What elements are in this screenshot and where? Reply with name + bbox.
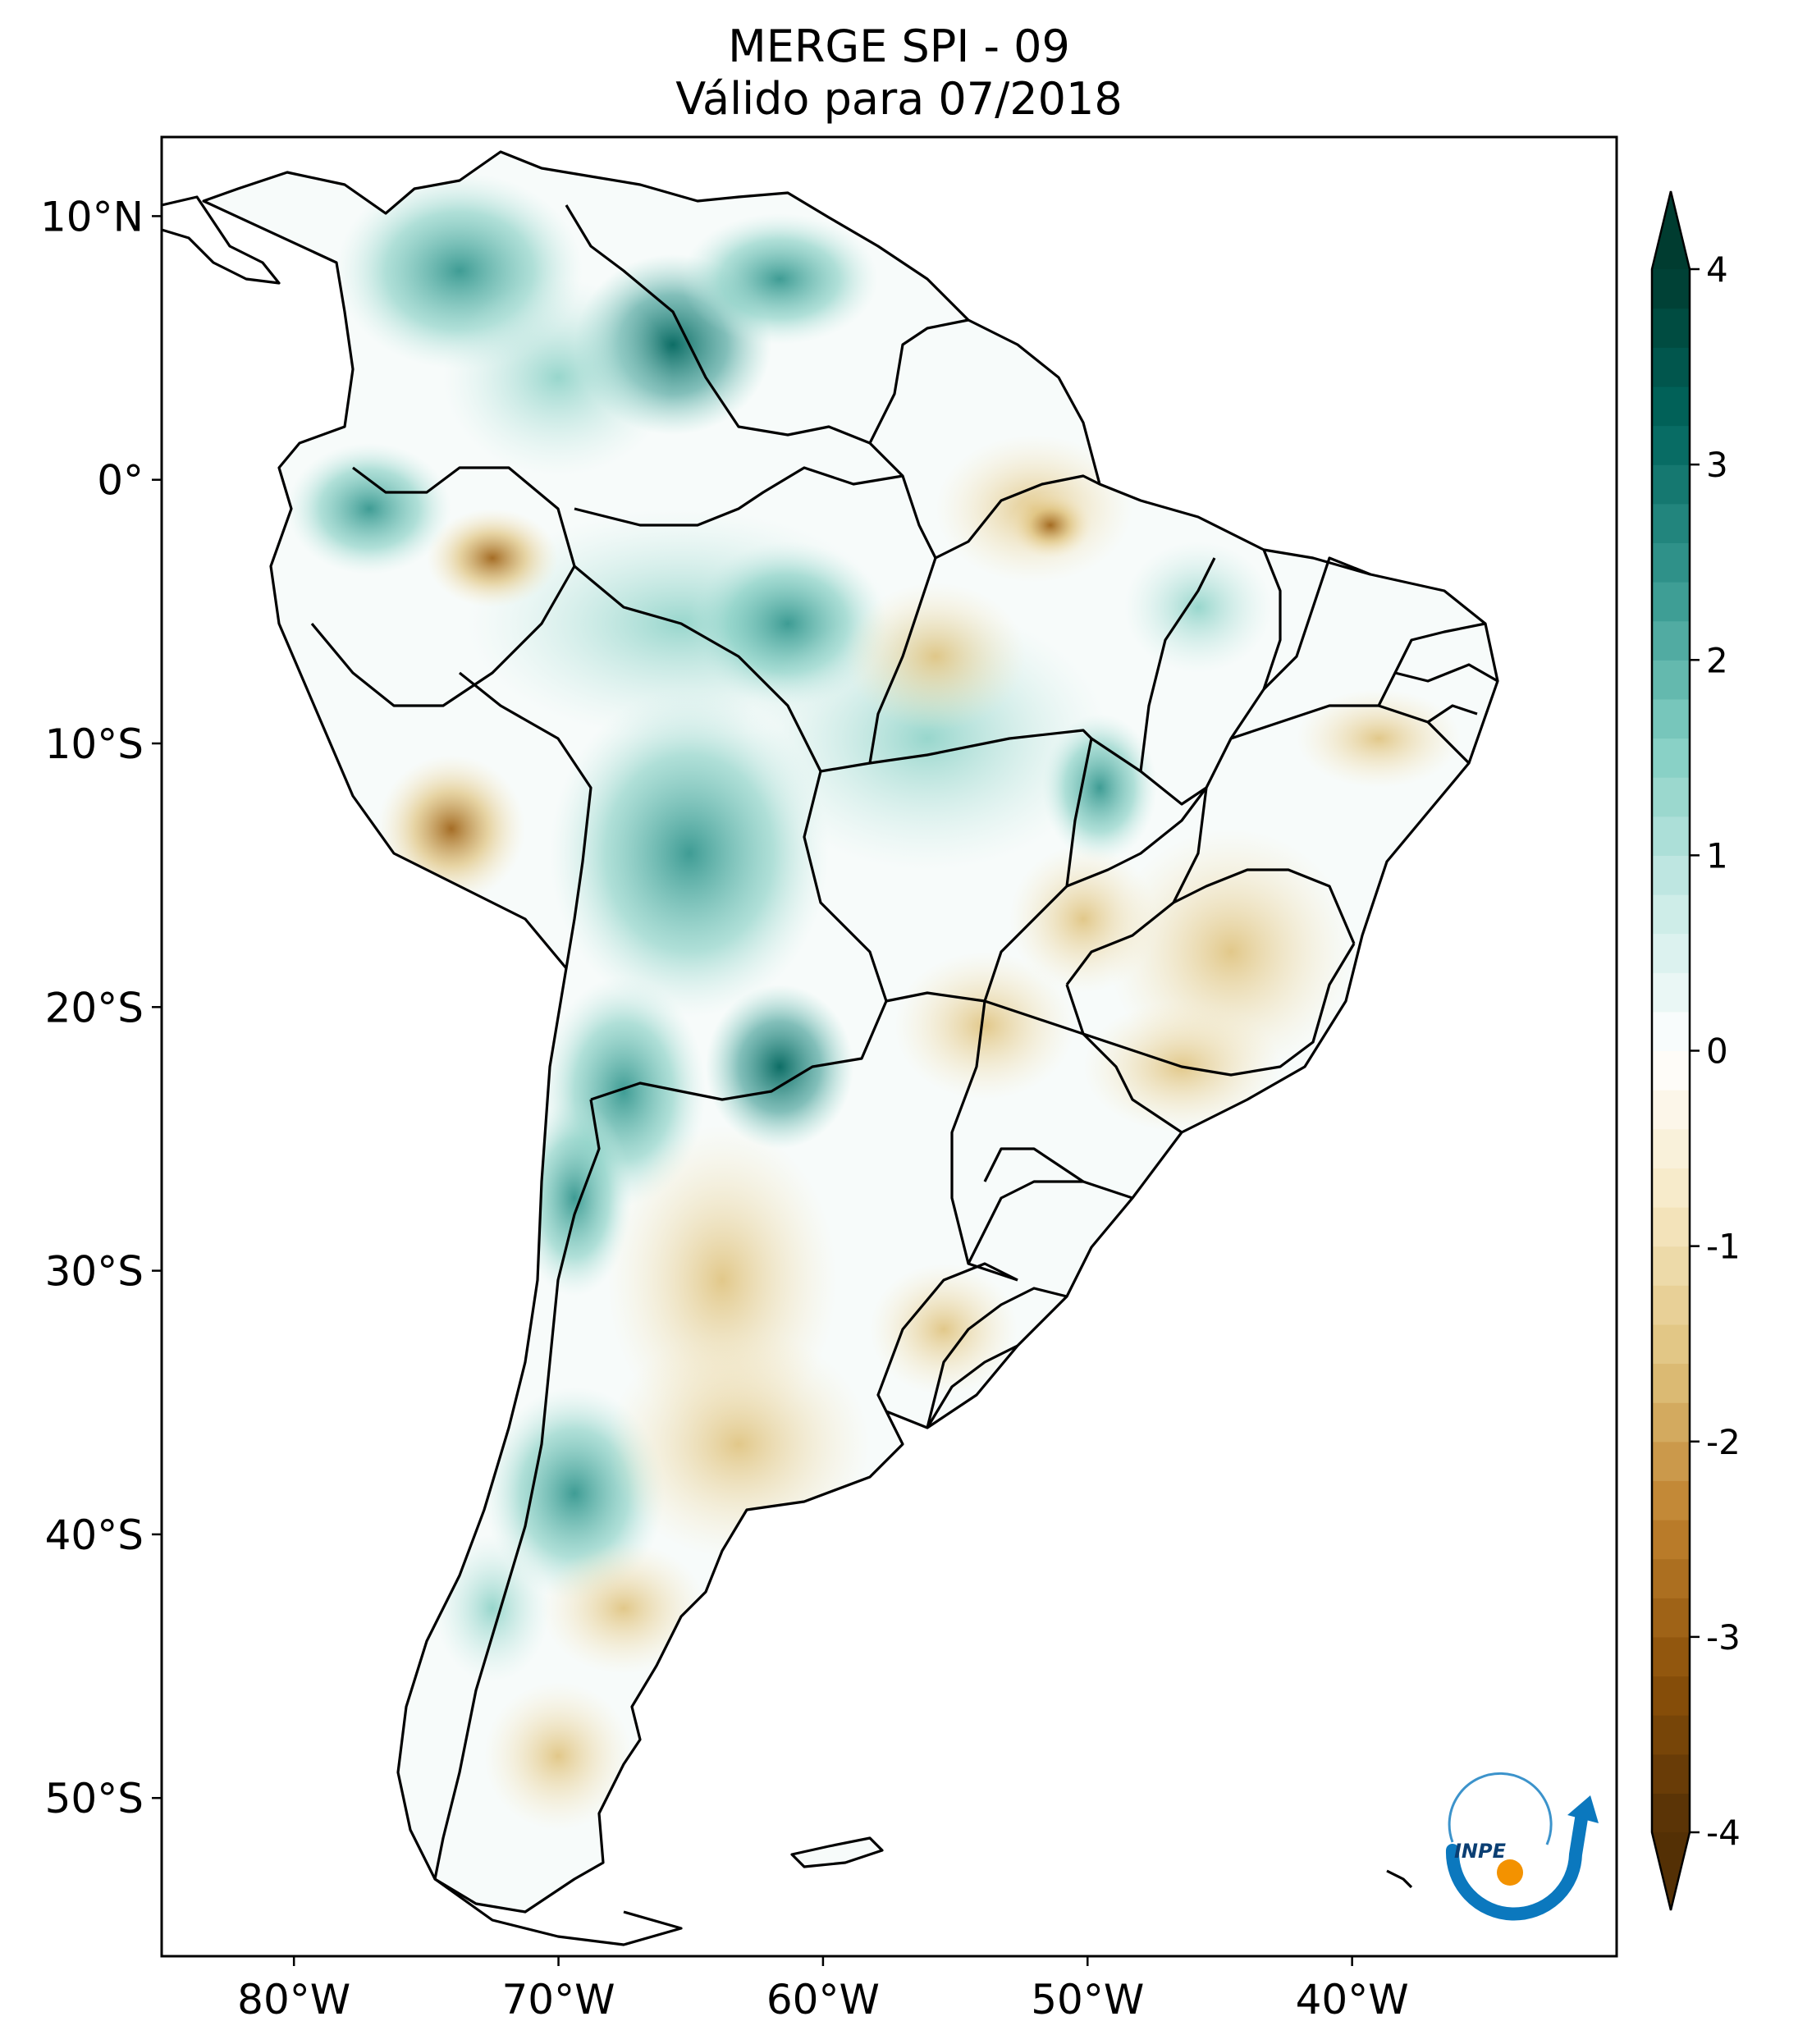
lat-tick-label: 10°S [45,720,144,768]
colorbar-segment [1652,1558,1690,1598]
inpe-logo: INPE [1445,1772,1599,1921]
colorbar-segment [1652,1050,1690,1091]
map-title: MERGE SPI - 09 [728,21,1070,72]
colorbar-segment [1652,1715,1690,1755]
logo-orange-dot [1497,1859,1523,1886]
colorbar-segment [1652,1793,1690,1833]
logo-thin-arc [1448,1772,1553,1845]
colorbar-segment [1652,464,1690,505]
colorbar-segment [1652,698,1690,739]
colorbar-segment [1652,738,1690,778]
colorbar-segment [1652,620,1690,661]
colorbar-tick-label: 2 [1706,640,1728,680]
lon-tick-label: 60°W [766,1976,880,2023]
colorbar-segment [1652,855,1690,895]
colorbar-segment [1652,1520,1690,1560]
colorbar-segment [1652,1598,1690,1638]
lon-tick-label: 50°W [1031,1976,1144,2023]
colorbar-segment [1652,933,1690,973]
colorbar-extend-max [1652,191,1690,269]
logo-thick-arc [1445,1807,1589,1921]
lat-tick-label: 40°S [45,1511,144,1559]
colorbar-segment [1652,1480,1690,1520]
lon-tick-label: 80°W [237,1976,350,2023]
lat-tick-label: 50°S [45,1775,144,1822]
lat-tick-label: 10°N [40,193,144,240]
lon-tick-label: 40°W [1296,1976,1409,2023]
colorbar-tick-label: 3 [1706,445,1728,485]
colorbar-segment [1652,972,1690,1013]
colorbar-segment [1652,1402,1690,1443]
colorbar-segment [1652,777,1690,817]
colorbar-extend-min [1652,1832,1690,1910]
colorbar-segment [1652,425,1690,465]
colorbar-segment [1652,894,1690,935]
colorbar-segment [1652,1324,1690,1365]
colorbar-tick-label: 4 [1706,249,1728,290]
lat-tick-label: 30°S [45,1248,144,1296]
colorbar-segment [1652,386,1690,427]
colorbar-tick-label: -1 [1706,1227,1741,1267]
colorbar-segment [1652,308,1690,348]
colorbar-tick-label: 0 [1706,1031,1728,1072]
colorbar-segment [1652,347,1690,387]
colorbar-segment [1652,1636,1690,1677]
colorbar-segment [1652,542,1690,583]
colorbar-segment [1652,1168,1690,1208]
colorbar-segment [1652,1441,1690,1481]
colorbar-segment [1652,1011,1690,1052]
map-subtitle: Válido para 07/2018 [675,73,1123,125]
lon-tick-label: 70°W [502,1976,615,2023]
colorbar-tick-label: -2 [1706,1422,1741,1462]
coastlines-and-borders [162,150,1499,1946]
lat-tick-label: 20°S [45,984,144,1031]
colorbar-segment [1652,660,1690,700]
colorbar-segment [1652,1754,1690,1794]
longitude-ticks: 80°W 70°W 60°W 50°W 40°W [237,1956,1409,2023]
logo-text: INPE [1454,1840,1507,1863]
colorbar-segment [1652,1246,1690,1286]
colorbar-tick-label: -3 [1706,1617,1741,1658]
colorbar-segment [1652,269,1690,309]
colorbar-segment [1652,1285,1690,1325]
colorbar-segment [1652,1090,1690,1130]
colorbar-tick-label: -4 [1706,1813,1741,1853]
colorbar-segment [1652,1676,1690,1716]
colorbar: 4 3 2 1 0 -1 -2 -3 -4 [1650,190,1741,1911]
colorbar-tick-label: 1 [1706,835,1728,876]
colorbar-segment [1652,503,1690,543]
logo-arrow-head [1567,1795,1599,1823]
colorbar-segment [1652,1128,1690,1168]
colorbar-segment [1652,816,1690,856]
colorbar-segment [1652,582,1690,622]
latitude-ticks: 10°N 0° 10°S 20°S 30°S 40°S 50°S [40,193,162,1822]
colorbar-segment [1652,1363,1690,1403]
lat-tick-label: 0° [97,457,144,505]
colorbar-segment [1652,1207,1690,1247]
